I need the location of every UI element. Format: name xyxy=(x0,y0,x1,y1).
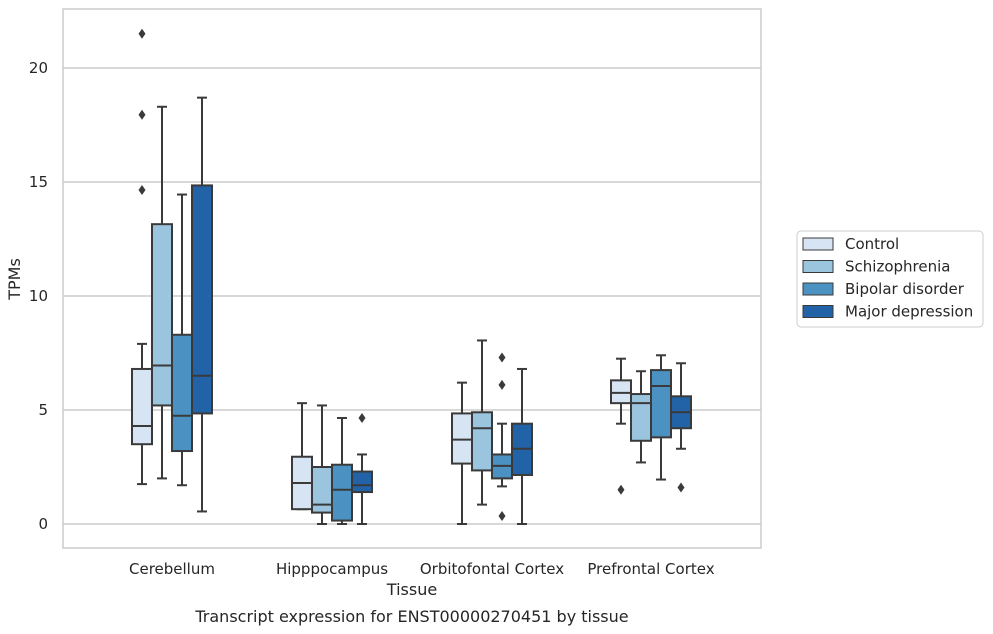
box-iqr xyxy=(191,184,213,415)
box xyxy=(610,357,632,495)
box-iqr xyxy=(151,223,173,407)
legend-swatch xyxy=(802,237,834,251)
box-iqr xyxy=(630,393,652,442)
legend-item: Schizophrenia xyxy=(802,258,950,276)
box xyxy=(471,339,493,506)
box xyxy=(511,367,533,525)
box-iqr xyxy=(351,470,373,494)
x-tick-label: Prefrontal Cortex xyxy=(587,560,714,578)
outlier-point xyxy=(677,482,685,493)
box xyxy=(331,416,353,525)
legend-swatch xyxy=(802,282,834,296)
x-axis-label: Tissue xyxy=(386,580,437,599)
legend-swatch xyxy=(802,260,834,273)
outlier-point xyxy=(498,352,506,363)
y-tick-label: 0 xyxy=(38,515,48,533)
x-tick-label: Cerebellum xyxy=(129,560,215,578)
y-tick-labels: 0 5 10 15 20 xyxy=(29,59,48,533)
outlier-point xyxy=(358,412,366,423)
box xyxy=(171,193,193,487)
box-iqr xyxy=(471,411,493,472)
box xyxy=(491,352,513,522)
chart-caption: Transcript expression for ENST0000027045… xyxy=(194,607,628,626)
box xyxy=(451,381,473,525)
legend-frame xyxy=(796,230,984,328)
box xyxy=(131,28,153,486)
outlier-point xyxy=(498,511,506,522)
box-iqr xyxy=(171,333,193,453)
outlier-point xyxy=(138,28,146,39)
box xyxy=(650,354,672,481)
box xyxy=(670,362,692,493)
legend-label: Bipolar disorder xyxy=(845,280,965,298)
legend-item: Bipolar disorder xyxy=(802,280,965,298)
y-tick-label: 20 xyxy=(29,59,48,77)
y-tick-label: 15 xyxy=(29,173,48,191)
box-iqr xyxy=(311,466,333,514)
outlier-point xyxy=(617,484,625,495)
outlier-point xyxy=(138,109,146,120)
y-axis-label: TPMs xyxy=(5,258,24,301)
legend-label: Major depression xyxy=(845,303,973,321)
box-iqr xyxy=(331,463,353,522)
outlier-point xyxy=(138,184,146,195)
box xyxy=(151,105,173,480)
x-tick-labels: Cerebellum Hipppocampus Orbitofontal Corte… xyxy=(129,560,715,578)
x-tick-label: Orbitofontal Cortex xyxy=(420,560,564,578)
box xyxy=(291,402,313,511)
box xyxy=(351,412,373,525)
box-iqr xyxy=(610,379,632,405)
box-iqr xyxy=(131,367,153,446)
y-tick-label: 5 xyxy=(38,401,48,419)
plot-area xyxy=(62,8,762,549)
y-tick-label: 10 xyxy=(29,287,48,305)
box-iqr xyxy=(650,369,672,439)
box-series-group xyxy=(131,28,692,525)
legend-item: Major depression xyxy=(802,303,973,321)
legend-item: Control xyxy=(802,235,899,253)
legend-label: Control xyxy=(845,235,899,253)
legend-label: Schizophrenia xyxy=(845,258,950,276)
legend: Control Schizophrenia Bipolar disorder Majo… xyxy=(796,230,984,328)
outlier-point xyxy=(498,379,506,390)
legend-swatch xyxy=(802,305,834,318)
box xyxy=(191,96,213,513)
box-iqr xyxy=(451,412,473,465)
x-tick-label: Hipppocampus xyxy=(276,560,388,578)
